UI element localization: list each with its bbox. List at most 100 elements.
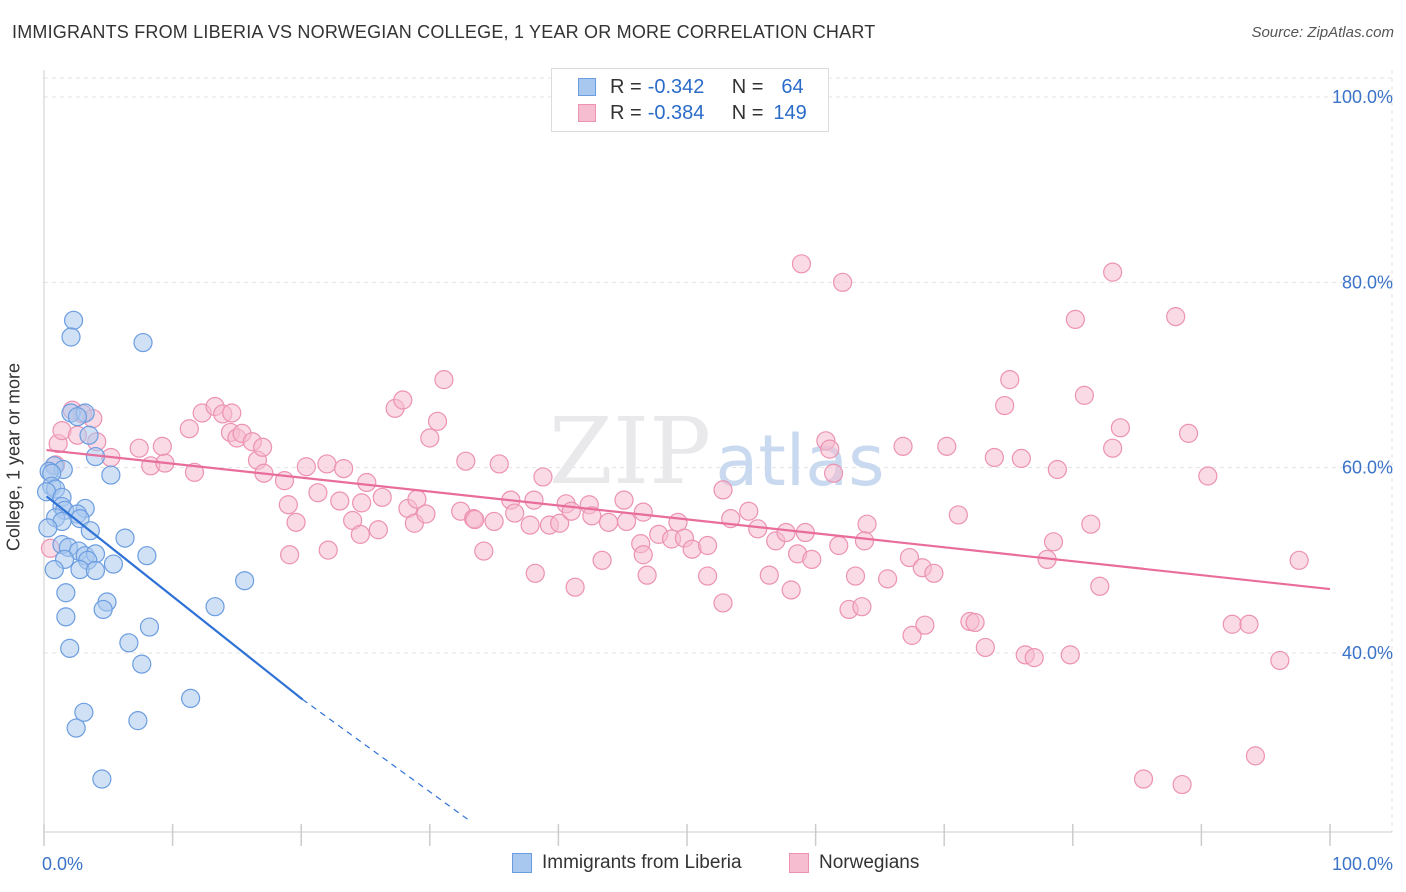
- norwegians-point: [420, 428, 440, 448]
- liberia-point: [60, 638, 80, 658]
- liberia-point: [132, 654, 152, 674]
- norwegians-point: [465, 509, 485, 530]
- legend-n-value: 149: [773, 101, 807, 124]
- chart-title: IMMIGRANTS FROM LIBERIA VS NORWEGIAN COL…: [12, 22, 876, 42]
- axes: [43, 70, 1392, 846]
- watermark-zip: ZIP: [549, 398, 711, 505]
- liberia-point: [63, 310, 84, 330]
- liberia-point: [139, 617, 160, 637]
- norwegians-point: [759, 565, 779, 585]
- norwegians-point: [565, 577, 585, 597]
- legend-row-liberia: R = -0.342 N = 64: [552, 74, 804, 100]
- liberia-point: [235, 571, 255, 591]
- norwegians-point: [1133, 769, 1154, 789]
- norwegians-point: [820, 439, 840, 459]
- legend-r-label: R =: [610, 101, 642, 124]
- norwegians-point: [995, 395, 1015, 416]
- norwegians-point: [308, 483, 328, 503]
- norwegians-point: [637, 565, 657, 585]
- norwegians-point: [845, 566, 866, 586]
- liberia-point: [137, 546, 157, 566]
- norwegians-point: [965, 612, 985, 633]
- norwegians-point: [975, 637, 995, 658]
- y-tick-label: 80.0%: [1342, 272, 1393, 292]
- norwegians-point: [697, 535, 718, 556]
- norwegians-point: [829, 535, 849, 556]
- liberia-point: [128, 711, 148, 731]
- norwegians-point: [550, 513, 570, 533]
- norwegians-point: [533, 467, 553, 487]
- liberia-point: [115, 528, 135, 548]
- norwegians-point: [330, 491, 350, 511]
- trend-lines: [45, 448, 1331, 821]
- norwegians-point: [776, 522, 796, 543]
- norwegians-point: [902, 625, 922, 645]
- norwegians-point: [1110, 418, 1130, 438]
- norwegians-point: [1024, 648, 1044, 668]
- liberia-point: [56, 583, 76, 603]
- norwegians-point: [318, 540, 338, 560]
- norwegians-point: [393, 390, 413, 410]
- norwegians-point: [357, 472, 377, 493]
- norwegians-point: [824, 463, 844, 483]
- legend-r-value: -0.384: [647, 101, 705, 124]
- norwegians-point: [1103, 438, 1123, 458]
- norwegians-point: [937, 436, 957, 456]
- norwegians-point: [893, 436, 913, 456]
- norwegians-point: [1198, 466, 1218, 486]
- norwegians-point: [434, 370, 454, 390]
- liberia-points: [36, 310, 255, 789]
- norwegians-point: [791, 254, 812, 274]
- norwegians-point: [368, 520, 388, 540]
- norwegians-point: [713, 480, 733, 500]
- norwegians-point: [278, 495, 298, 515]
- legend-r-label: R =: [610, 75, 642, 98]
- norwegians-points: [40, 254, 1309, 795]
- liberia-point: [44, 559, 64, 580]
- liberia-trend-line: [45, 495, 304, 701]
- norwegians-point: [489, 454, 509, 474]
- liberia-point: [38, 518, 58, 538]
- norwegians-point: [1166, 307, 1186, 327]
- liberia-point: [61, 327, 81, 347]
- liberia-point: [79, 425, 99, 445]
- norwegians-point: [598, 512, 619, 532]
- norwegians-point: [854, 531, 875, 551]
- legend-n-value: 64: [781, 75, 804, 98]
- norwegians-point: [616, 511, 637, 532]
- norwegians-point: [561, 501, 581, 521]
- norwegians-point: [781, 580, 801, 600]
- norwegians-point: [1065, 309, 1085, 329]
- norwegians-point: [1047, 459, 1067, 480]
- norwegians-point: [372, 487, 392, 507]
- liberia-point: [119, 633, 139, 653]
- norwegians-point: [505, 503, 525, 523]
- norwegians-point: [427, 411, 448, 431]
- norwegians-point: [525, 563, 545, 583]
- liberia-point: [85, 560, 106, 581]
- y-tick-label: 100.0%: [1332, 87, 1393, 107]
- norwegians-point: [1270, 650, 1290, 671]
- norwegians-point: [713, 593, 733, 613]
- norwegians-point: [857, 514, 877, 534]
- y-axis-label: College, 1 year or more: [3, 362, 24, 552]
- norwegians-point: [524, 490, 544, 510]
- norwegians-point: [633, 545, 653, 565]
- watermark-atlas: atlas: [715, 420, 884, 502]
- norwegians-point: [1074, 385, 1094, 405]
- norwegians-point: [152, 436, 172, 456]
- norwegians-point: [1011, 448, 1031, 468]
- norwegians-trend-line: [46, 448, 1331, 591]
- norwegians-point: [899, 547, 920, 568]
- norwegians-point: [592, 550, 612, 570]
- legend-r-value: -0.342: [647, 75, 705, 98]
- norwegians-point: [129, 438, 149, 458]
- norwegians-point: [1239, 614, 1259, 634]
- bottom-legend-swatch-liberia: [512, 853, 532, 873]
- norwegians-point: [878, 569, 898, 589]
- liberia-trend-extension: [302, 698, 469, 821]
- bottom-legend-label-norwegians: Norwegians: [819, 852, 920, 873]
- norwegians-point: [852, 597, 872, 617]
- liberia-point: [74, 702, 94, 722]
